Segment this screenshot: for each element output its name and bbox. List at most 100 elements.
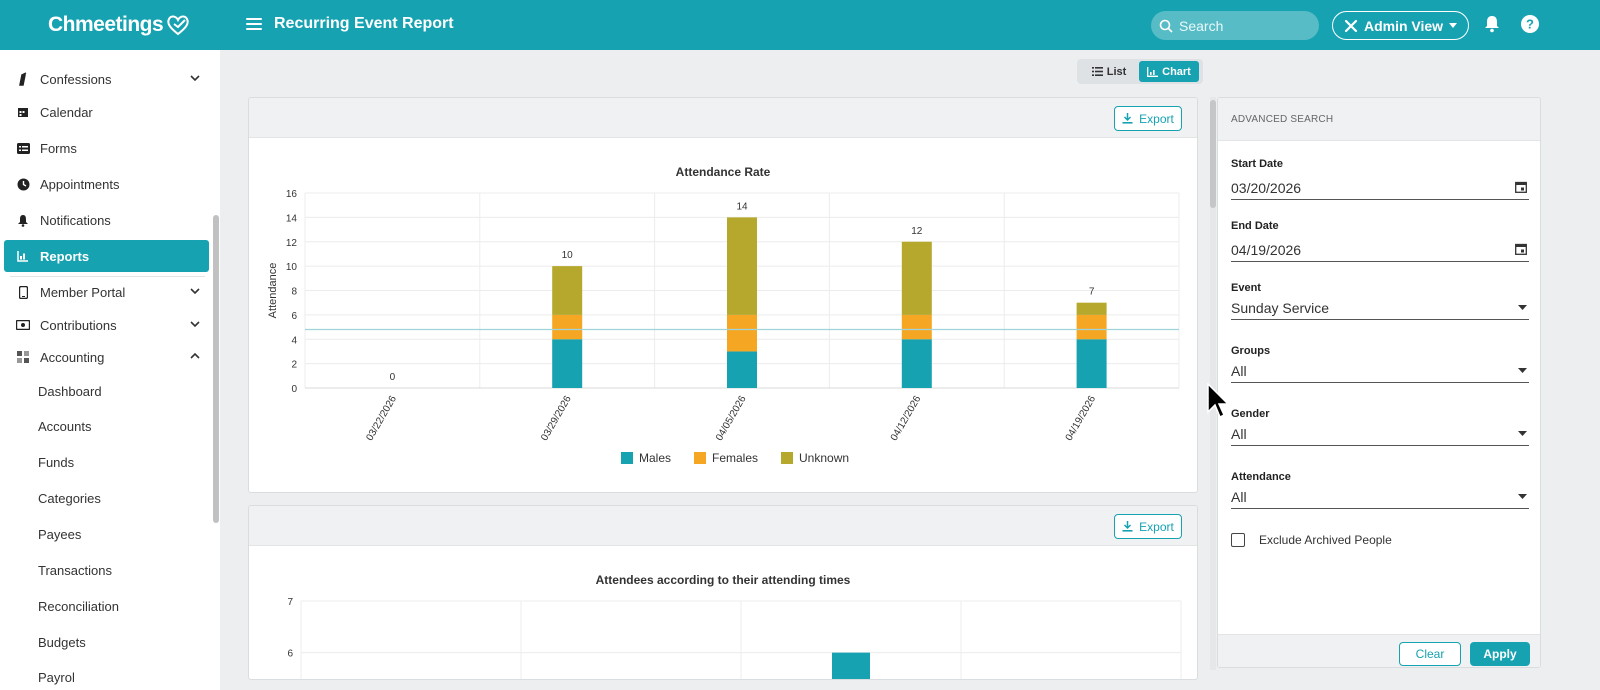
caret-down-icon xyxy=(1449,22,1458,28)
legend-label: Males xyxy=(639,451,671,465)
attendance-label: Attendance xyxy=(1231,471,1291,483)
search-icon xyxy=(1159,19,1173,33)
y-tick-label: 8 xyxy=(291,287,297,298)
sidebar-item-appointments[interactable]: Appointments xyxy=(4,168,209,200)
sidebar-item-notifications[interactable]: Notifications xyxy=(4,204,209,236)
legend-swatch xyxy=(621,452,633,464)
bar-segment-unknown xyxy=(727,217,757,315)
sidebar-subitem-funds[interactable]: Funds xyxy=(38,455,75,470)
attendance-rate-card: Export Attendance Rate 0 2 4 6 8 10 12 14 16 Atte… xyxy=(248,97,1198,493)
chevron-up-icon[interactable] xyxy=(189,350,201,362)
sidebar-item-label: Accounting xyxy=(40,349,105,365)
data-label: 10 xyxy=(562,250,574,261)
view-toggle: List Chart xyxy=(1077,59,1203,84)
export-button[interactable]: Export xyxy=(1114,106,1182,131)
sidebar-subitem-reconciliation[interactable]: Reconciliation xyxy=(38,599,119,614)
end-date-label: End Date xyxy=(1231,220,1279,232)
sidebar-subitem-payees[interactable]: Payees xyxy=(38,527,82,542)
panel-title: ADVANCED SEARCH xyxy=(1218,98,1540,141)
sidebar-item-label: Appointments xyxy=(40,176,120,192)
clear-button[interactable]: Clear xyxy=(1399,642,1461,666)
y-axis-label: Attendance xyxy=(267,263,279,319)
attendance-rate-chart: 0 2 4 6 8 10 12 14 16 Attendance 0 03/22/2026 10 03/2… xyxy=(267,189,1180,465)
sidebar-scrollbar[interactable] xyxy=(213,215,219,523)
sidebar-item-member-portal[interactable]: Member Portal xyxy=(4,276,209,308)
caret-down-icon xyxy=(1518,494,1527,499)
scrollbar-thumb[interactable] xyxy=(1210,100,1216,208)
exclude-archived-checkbox[interactable]: Exclude Archived People xyxy=(1231,533,1392,547)
menu-toggle-icon[interactable] xyxy=(246,15,262,35)
sidebar-item-contributions[interactable]: Contributions xyxy=(4,309,209,341)
sidebar-subitem-transactions[interactable]: Transactions xyxy=(38,563,112,578)
help-icon[interactable]: ? xyxy=(1520,14,1540,34)
sidebar-subitem-payrol[interactable]: Payrol xyxy=(38,670,75,685)
legend-swatch xyxy=(781,452,793,464)
sidebar: Confessions Calendar Forms Appointments … xyxy=(0,50,220,690)
calendar-icon xyxy=(16,105,30,119)
grid-icon xyxy=(16,350,30,364)
export-button[interactable]: Export xyxy=(1114,514,1182,539)
y-tick-label: 0 xyxy=(291,384,297,395)
y-tick-label: 6 xyxy=(287,649,293,660)
sidebar-item-forms[interactable]: Forms xyxy=(4,132,209,164)
event-value: Sunday Service xyxy=(1231,299,1330,316)
apply-button[interactable]: Apply xyxy=(1470,642,1530,666)
sidebar-item-label: Notifications xyxy=(40,212,111,228)
attendance-value: All xyxy=(1231,488,1247,505)
checkbox-box[interactable] xyxy=(1231,533,1245,547)
event-label: Event xyxy=(1231,282,1261,294)
sidebar-subitem-accounts[interactable]: Accounts xyxy=(38,419,92,434)
card-header: Export xyxy=(249,98,1197,138)
chevron-down-icon[interactable] xyxy=(189,72,201,84)
top-bar: Chmeetings Recurring Event Report Admin … xyxy=(0,0,1600,50)
tools-icon xyxy=(1344,19,1358,32)
groups-field: Groups All xyxy=(1231,345,1529,383)
download-icon xyxy=(1122,113,1133,124)
search-input[interactable] xyxy=(1179,17,1309,34)
sidebar-subitem-categories[interactable]: Categories xyxy=(38,491,101,506)
sidebar-subitem-dashboard[interactable]: Dashboard xyxy=(38,384,102,399)
attendance-field: Attendance All xyxy=(1231,471,1529,509)
start-date-input[interactable]: 03/20/2026 xyxy=(1231,176,1529,200)
groups-value: All xyxy=(1231,362,1247,379)
groups-select[interactable]: All xyxy=(1231,359,1529,383)
start-date-field: Start Date 03/20/2026 xyxy=(1231,158,1529,200)
sidebar-subitem-budgets[interactable]: Budgets xyxy=(38,635,86,650)
sidebar-item-accounting[interactable]: Accounting xyxy=(4,341,209,373)
chevron-down-icon[interactable] xyxy=(189,318,201,330)
chevron-down-icon[interactable] xyxy=(189,285,201,297)
data-label: 0 xyxy=(390,372,396,383)
logo-text: Chmeetings xyxy=(48,13,164,36)
list-icon xyxy=(1091,67,1103,76)
calendar-icon[interactable] xyxy=(1515,181,1527,193)
end-date-input[interactable]: 04/19/2026 xyxy=(1231,238,1529,262)
bar-segment-unknown xyxy=(1076,302,1107,315)
admin-view-button[interactable]: Admin View xyxy=(1332,11,1469,40)
bar-segment-females xyxy=(901,314,932,340)
x-tick-label: 04/19/2026 xyxy=(1064,394,1099,443)
sidebar-item-label: Forms xyxy=(40,140,77,156)
sidebar-item-calendar[interactable]: Calendar xyxy=(4,96,209,128)
exclude-archived-label: Exclude Archived People xyxy=(1259,533,1392,547)
sidebar-item-reports[interactable]: Reports xyxy=(4,240,209,272)
calendar-icon[interactable] xyxy=(1515,243,1527,255)
app-logo[interactable]: Chmeetings xyxy=(48,12,191,38)
money-icon xyxy=(16,318,30,332)
search-box[interactable] xyxy=(1151,11,1319,40)
sidebar-item-label: Confessions xyxy=(40,71,112,87)
start-date-label: Start Date xyxy=(1231,158,1283,170)
chart-view-button[interactable]: Chart xyxy=(1139,61,1199,82)
sidebar-item-confessions[interactable]: Confessions xyxy=(4,63,209,95)
list-view-button[interactable]: List xyxy=(1079,61,1139,82)
attendance-select[interactable]: All xyxy=(1231,485,1529,509)
event-select[interactable]: Sunday Service xyxy=(1231,296,1529,320)
main-scrollbar[interactable] xyxy=(1210,97,1216,670)
confession-icon xyxy=(16,72,30,86)
bar-segment-males xyxy=(1076,339,1107,388)
bell-icon[interactable] xyxy=(1482,14,1502,34)
sidebar-item-label: Reports xyxy=(40,248,90,264)
gender-select[interactable]: All xyxy=(1231,422,1529,446)
forms-icon xyxy=(16,141,30,155)
card-header: Export xyxy=(249,506,1197,546)
chart-view-label: Chart xyxy=(1162,65,1191,78)
